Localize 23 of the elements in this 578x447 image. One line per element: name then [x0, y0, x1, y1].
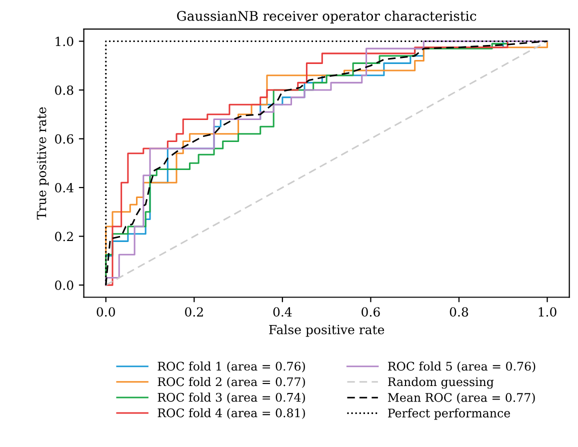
legend-label: ROC fold 2 (area = 0.77) — [158, 377, 305, 388]
x-tick-label: 1.0 — [538, 307, 556, 317]
legend-label: Mean ROC (area = 0.77) — [388, 392, 535, 404]
x-tick-label: 0.8 — [450, 307, 468, 317]
legend-label: ROC fold 1 (area = 0.76) — [158, 362, 305, 372]
y-tick-label: 0.4 — [55, 183, 74, 192]
legend-label: ROC fold 3 (area = 0.74) — [158, 392, 305, 404]
x-axis-title: False positive rate — [269, 324, 384, 337]
x-tick-label: 0.4 — [273, 307, 292, 317]
y-tick-label: 0.8 — [55, 85, 74, 95]
legend-label: ROC fold 5 (area = 0.76) — [388, 362, 536, 372]
x-tick-label: 0.0 — [96, 307, 115, 317]
chart-title: GaussianNB receiver operator characteristic — [177, 10, 476, 24]
y-tick-label: 0.6 — [55, 134, 74, 144]
legend-label: ROC fold 4 (area = 0.81) — [158, 408, 305, 419]
y-tick-label: 1.0 — [56, 36, 74, 46]
legend-label: Perfect performance — [388, 408, 510, 420]
x-tick-label: 0.2 — [185, 307, 203, 317]
y-axis-title: True positive rate — [36, 107, 49, 220]
y-tick-label: 0.2 — [55, 232, 73, 242]
y-tick-label: 0.0 — [55, 280, 74, 290]
x-tick-label: 0.6 — [362, 307, 380, 317]
legend-label: Random guessing — [388, 377, 494, 389]
